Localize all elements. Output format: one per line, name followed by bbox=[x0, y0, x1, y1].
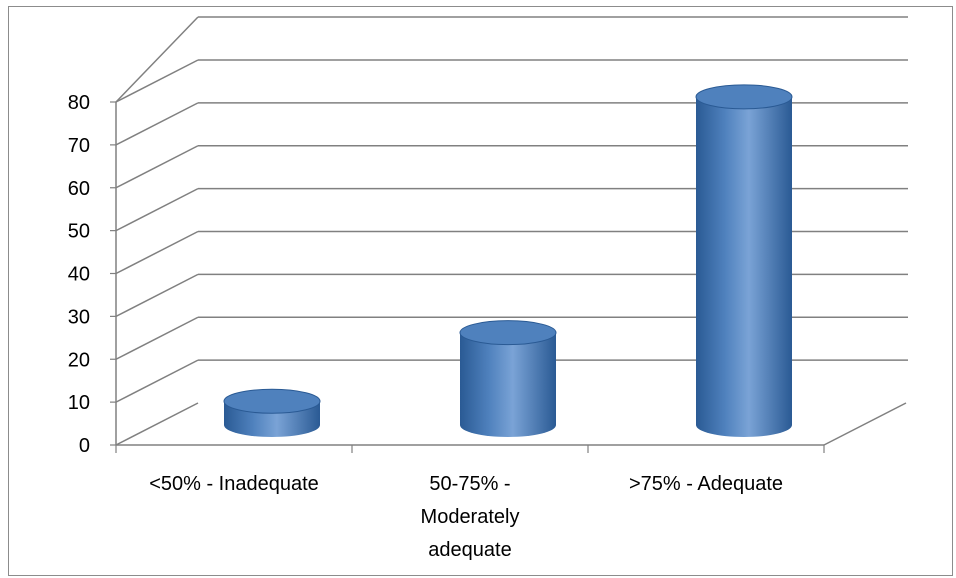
gridline-side bbox=[115, 230, 199, 275]
y-tick-label: 20 bbox=[68, 349, 90, 371]
y-tick-label: 10 bbox=[68, 392, 90, 414]
bar bbox=[459, 320, 557, 437]
bar-body bbox=[696, 96, 792, 438]
axis-layer bbox=[110, 101, 907, 453]
bar bbox=[695, 84, 793, 438]
gridline-side bbox=[115, 187, 199, 232]
bar-top bbox=[459, 320, 557, 346]
bar-top bbox=[695, 84, 793, 110]
bar bbox=[223, 388, 321, 437]
gridline-side bbox=[115, 359, 199, 403]
gridline-side bbox=[115, 402, 199, 446]
x-category-label: 50-75% - bbox=[429, 473, 510, 495]
y-tick-label: 60 bbox=[68, 178, 90, 200]
x-category-label: adequate bbox=[428, 539, 511, 561]
bar-layer bbox=[223, 84, 793, 438]
x-category-label: <50% - Inadequate bbox=[149, 473, 319, 495]
label-layer: 0 10 20 30 40 50 60 70 80 <50% - Inadequate 50-75%… bbox=[68, 92, 783, 561]
y-tick-label: 40 bbox=[68, 264, 90, 286]
gridline-side bbox=[115, 316, 199, 360]
bar-top bbox=[223, 388, 321, 414]
gridline-side bbox=[115, 273, 199, 318]
x-category-label: >75% - Adequate bbox=[629, 473, 783, 495]
y-tick-label: 0 bbox=[79, 435, 90, 457]
gridline-side bbox=[115, 16, 199, 103]
y-tick-label: 50 bbox=[68, 221, 90, 243]
y-tick-label: 70 bbox=[68, 135, 90, 157]
gridline-side bbox=[115, 145, 199, 189]
gridline-side bbox=[115, 102, 199, 146]
x-category-label: Moderately bbox=[421, 506, 520, 528]
floor-edge bbox=[823, 402, 907, 446]
y-tick-label: 30 bbox=[68, 306, 90, 328]
bar-body bbox=[460, 332, 556, 437]
gridline-side bbox=[115, 59, 199, 103]
y-tick-label: 80 bbox=[68, 92, 90, 114]
